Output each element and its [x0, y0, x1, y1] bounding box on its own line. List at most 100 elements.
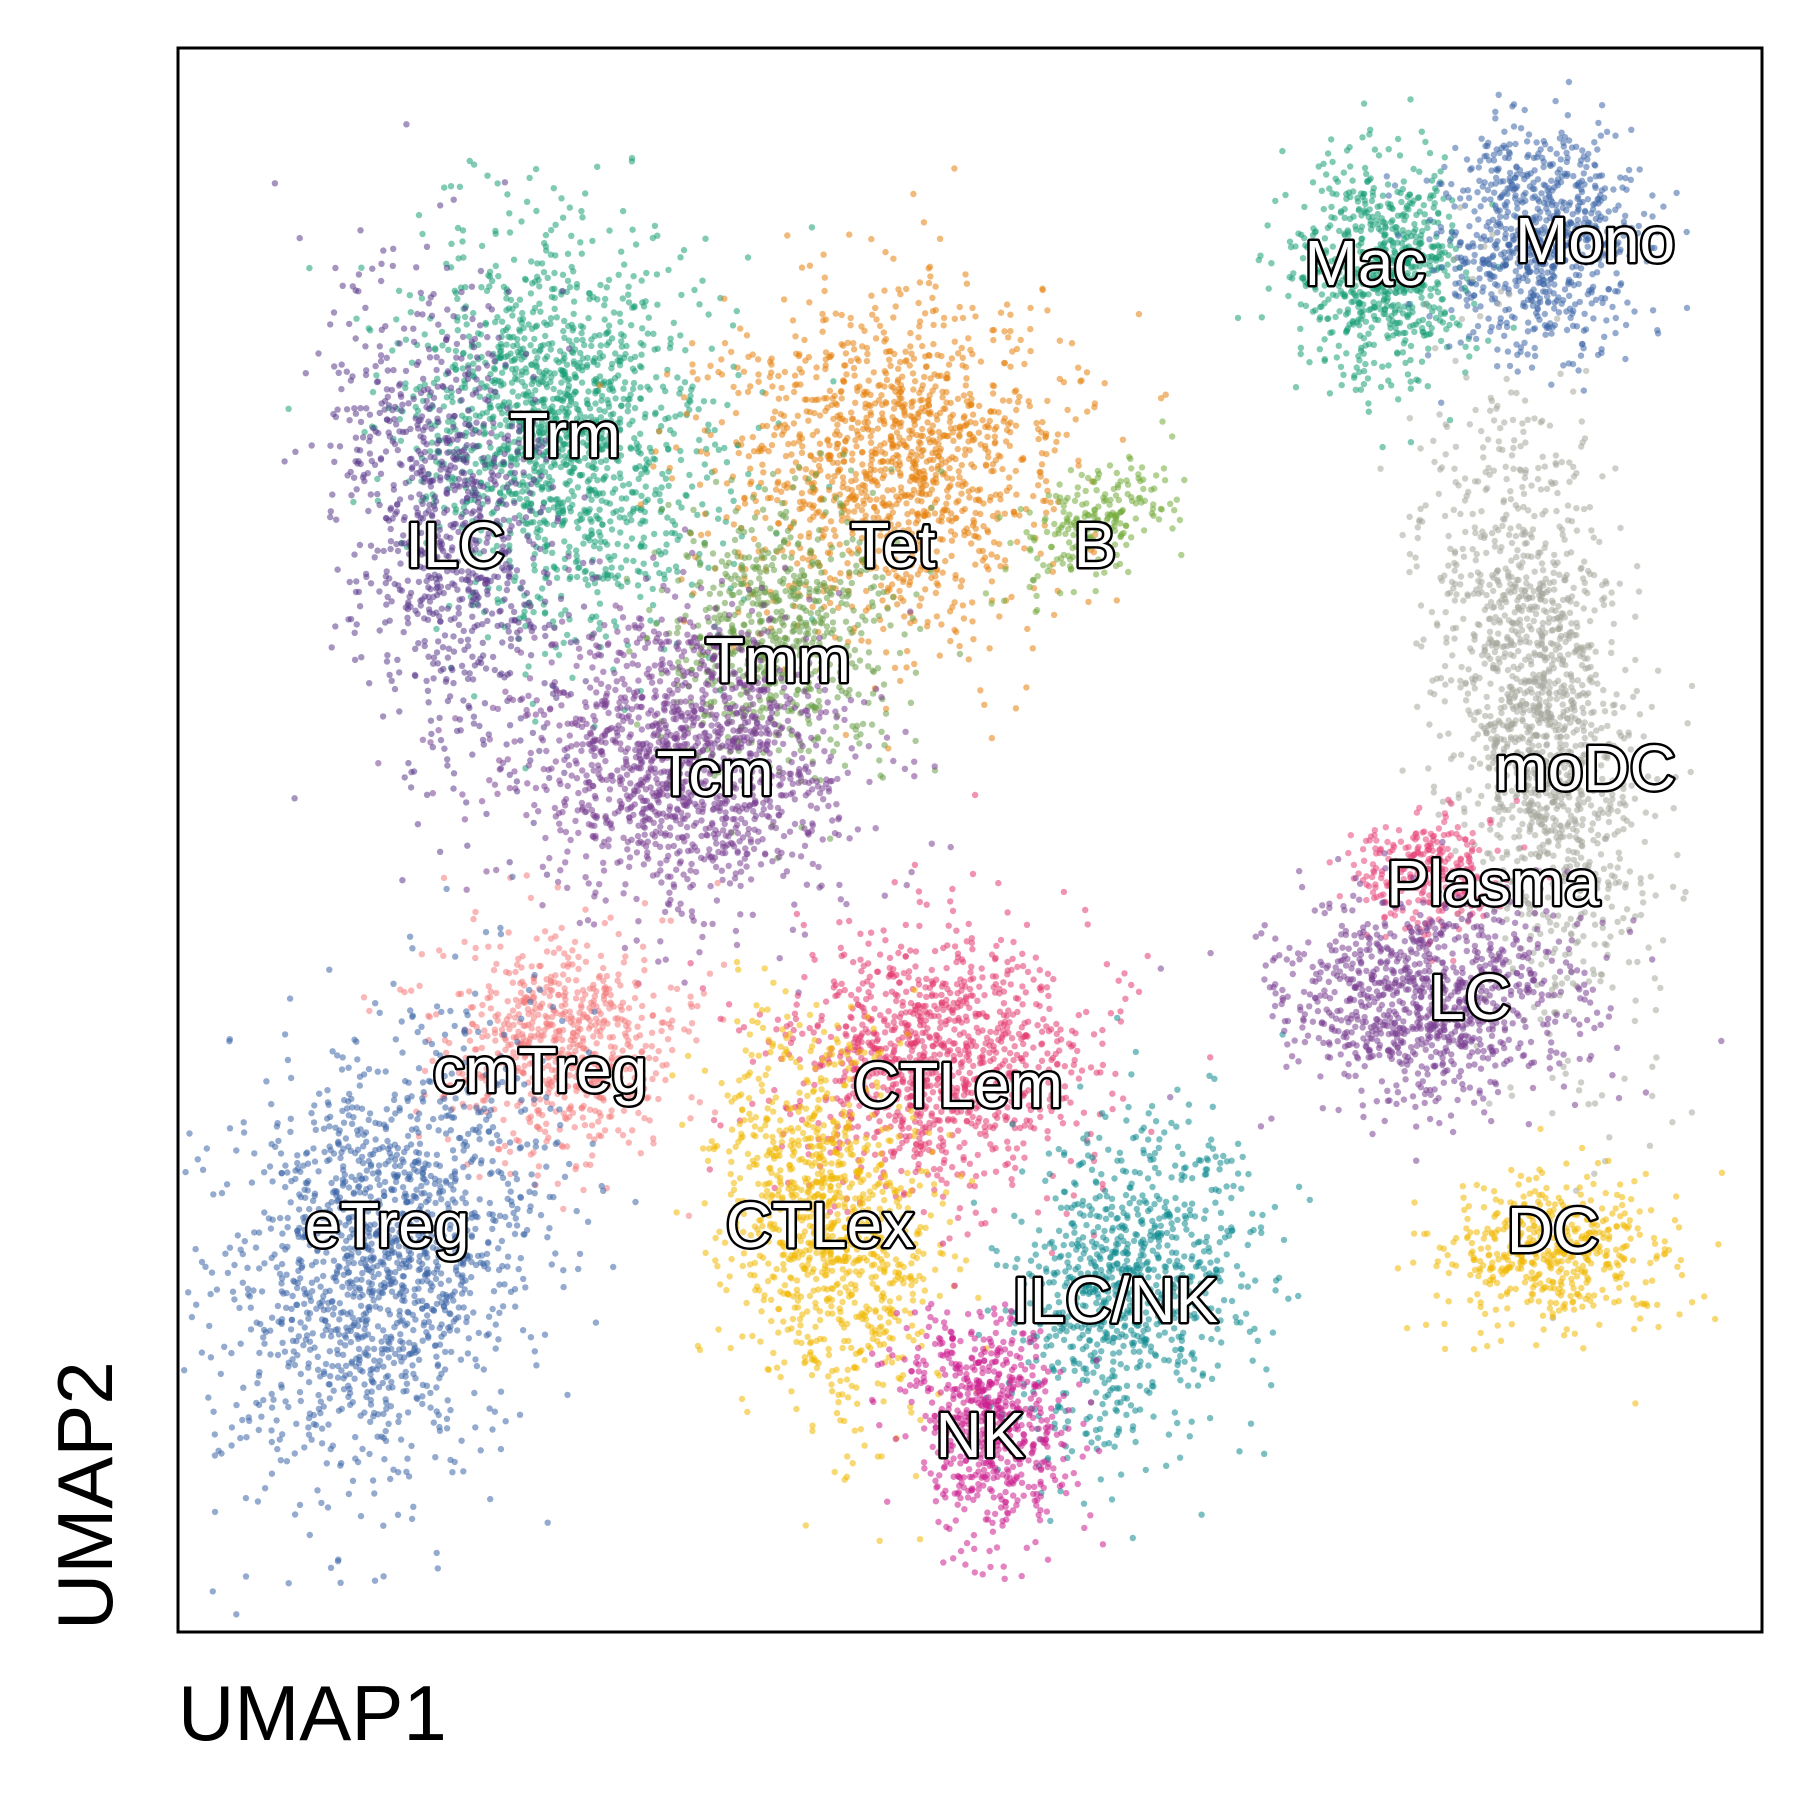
cell-point [450, 423, 457, 431]
cell-point [396, 460, 404, 467]
cell-point [612, 350, 619, 357]
cell-point [506, 669, 514, 677]
cell-point [541, 650, 549, 658]
cell-point [609, 489, 616, 496]
cell-point [867, 433, 874, 440]
cell-point [947, 399, 954, 407]
cell-point [966, 390, 974, 397]
cell-point [638, 492, 645, 499]
cell-point [561, 769, 568, 776]
cell-point [663, 541, 670, 548]
cell-point [469, 676, 477, 683]
cell-point [912, 737, 919, 745]
cell-point [458, 412, 466, 419]
cell-point [427, 294, 434, 301]
cell-point [376, 588, 383, 595]
cell-point [503, 741, 510, 748]
cell-point [821, 274, 828, 281]
cell-point [689, 369, 696, 376]
cell-point [519, 378, 526, 386]
cell-point [775, 747, 782, 754]
cell-point [521, 335, 528, 342]
cell-point [509, 388, 516, 395]
cell-point [582, 874, 589, 881]
cell-point [450, 633, 457, 640]
cell-point [692, 414, 700, 421]
cell-point [585, 290, 593, 297]
cell-point [954, 445, 961, 453]
cell-point [921, 310, 929, 317]
cell-point [796, 603, 804, 610]
cell-point [481, 461, 489, 468]
cell-point [357, 405, 364, 412]
cell-point [962, 480, 969, 488]
cell-point [518, 218, 525, 225]
cell-point [395, 287, 403, 294]
cell-point [533, 363, 540, 371]
cell-point [443, 490, 451, 497]
cell-point [668, 475, 676, 482]
cell-point [750, 535, 758, 543]
cell-point [674, 568, 681, 575]
cell-point [532, 387, 539, 394]
cell-point [745, 554, 753, 561]
cell-point [559, 287, 566, 295]
cell-point [719, 540, 727, 547]
cell-point [775, 372, 782, 380]
cell-point [1001, 359, 1008, 367]
cell-point [979, 417, 986, 424]
cell-point [1035, 482, 1042, 489]
cell-point [485, 303, 492, 310]
cell-point [623, 543, 630, 550]
cell-point [547, 315, 555, 322]
cell-point [430, 660, 437, 667]
cell-point [597, 342, 604, 349]
cell-point [779, 580, 787, 587]
cell-point [657, 497, 664, 505]
cell-point [769, 470, 777, 478]
cell-point [869, 311, 876, 318]
cell-point [448, 664, 455, 672]
cell-point [446, 413, 453, 420]
cell-point [1012, 422, 1020, 429]
cell-point [661, 575, 668, 582]
cell-point [1155, 516, 1163, 523]
cell-point [437, 736, 445, 744]
cell-point [570, 324, 577, 332]
cell-point [736, 589, 743, 596]
cell-point [451, 287, 458, 294]
cell-point [848, 415, 856, 423]
cell-point [1067, 466, 1075, 474]
cell-point [877, 442, 884, 449]
cell-point [670, 430, 677, 437]
cell-point [441, 184, 448, 191]
cell-point [1057, 590, 1064, 597]
cell-point [728, 476, 735, 484]
cell-point [458, 288, 465, 296]
cell-point [646, 386, 653, 393]
cell-point [881, 287, 888, 294]
cell-point [805, 475, 812, 483]
cell-point [965, 656, 972, 663]
cell-point [783, 394, 790, 402]
cell-point [880, 329, 887, 336]
cell-point [665, 414, 672, 421]
cell-point [551, 564, 558, 571]
cell-point [418, 295, 426, 302]
cell-point [763, 422, 771, 430]
cell-point [823, 395, 830, 402]
cell-point [822, 509, 829, 516]
cell-point [621, 514, 628, 521]
cell-point [724, 401, 731, 409]
cell-point [356, 603, 364, 610]
cell-point [1070, 588, 1078, 596]
cell-point [930, 321, 937, 329]
cell-point [731, 581, 738, 589]
cell-point [702, 235, 709, 242]
cell-point [915, 334, 922, 341]
cell-point [501, 596, 508, 603]
cell-point [681, 526, 689, 533]
cell-point [433, 354, 440, 361]
cell-point [629, 385, 637, 393]
cell-point [732, 508, 739, 515]
